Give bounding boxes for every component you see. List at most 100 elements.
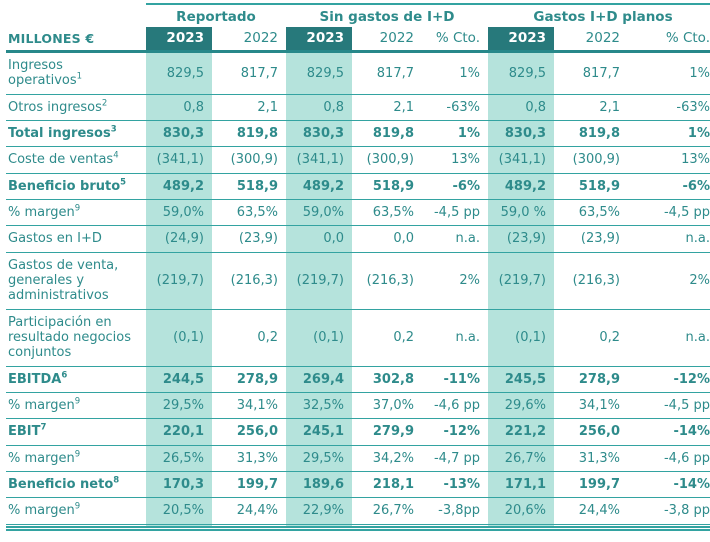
spacer-cell [488,524,554,529]
cell-sin-gastos-cto: 13% [451,152,480,168]
cell-planos-2023: 221,2 [488,418,554,446]
cell-reportado-2023: 489,2 [146,173,212,200]
cell-planos-2022: 63,5% [578,204,620,220]
cell-planos-2023: 20,6% [488,497,554,525]
row-label: % margen9 [8,449,81,466]
cell-planos-2022: (300,9) [572,152,620,168]
row-label: Total ingresos3 [8,124,117,141]
column-header-planos-2023: 2023 [488,27,554,53]
cell-reportado-2023: (24,9) [146,225,212,253]
cell-planos-2022: 31,3% [578,450,620,466]
cell-planos-2022: 819,8 [578,125,620,141]
cell-reportado-2022: 63,5% [236,204,278,220]
cell-sin-gastos-2023: 29,5% [286,445,352,472]
row-label: Otros ingresos2 [8,98,108,115]
table-row: Gastos en I+D (24,9) (23,9) 0,0 0,0 n.a. (23,9… [6,225,710,253]
group-header-row: Reportado Sin gastos de I+D Gastos I+D p… [6,3,710,27]
cell-sin-gastos-cto: -63% [446,99,480,115]
cell-planos-2023: 829,5 [488,51,554,95]
cell-planos-2022: 256,0 [578,424,620,440]
table-body: Ingresos operativos1 829,5 817,7 829,5 817,7… [6,51,710,529]
cell-sin-gastos-2022: 34,2% [372,450,414,466]
cell-planos-2023: 830,3 [488,120,554,147]
cell-sin-gastos-2022: 63,5% [372,204,414,220]
cell-reportado-2022: 2,1 [257,99,278,115]
cell-planos-cto: -4,6 pp [663,450,710,466]
cell-reportado-2023: 829,5 [146,51,212,95]
cell-planos-cto: n.a. [685,231,710,247]
cell-reportado-2022: 199,7 [236,476,278,492]
cell-sin-gastos-2022: 518,9 [372,178,414,194]
cell-sin-gastos-cto: 1% [457,125,480,141]
spacer-cell [146,524,212,529]
cell-planos-cto: -14% [673,424,710,440]
table-row: Otros ingresos2 0,8 2,1 0,8 2,1 -63% 0,8 2,1 -63… [6,94,710,121]
cell-sin-gastos-2023: 489,2 [286,173,352,200]
table-row: Ingresos operativos1 829,5 817,7 829,5 817,7… [6,51,710,95]
cell-reportado-2023: 0,8 [146,94,212,121]
cell-sin-gastos-2022: (300,9) [366,152,414,168]
cell-sin-gastos-cto: -6% [452,178,480,194]
table-row: Beneficio neto8 170,3 199,7 189,6 218,1 -13% 1… [6,471,710,498]
cell-planos-cto: -12% [673,371,710,387]
cell-planos-cto: n.a. [685,329,710,345]
cell-planos-cto: 1% [689,65,710,81]
cell-planos-cto: -3,8 pp [663,503,710,519]
cell-planos-2022: 0,2 [599,329,620,345]
cell-sin-gastos-cto: n.a. [455,329,480,345]
cell-reportado-2023: (219,7) [146,252,212,310]
cell-sin-gastos-2023: 0,8 [286,94,352,121]
cell-planos-2023: (0,1) [488,309,554,367]
cell-planos-2022: (23,9) [580,231,620,247]
row-label: % margen9 [8,501,81,519]
column-header-row: MILLONES € 2023 2022 2023 2022% Cto. 2023 202… [6,27,710,53]
cell-sin-gastos-2023: 830,3 [286,120,352,147]
spacer-cell [628,524,710,528]
cell-planos-2023: 59,0 % [488,199,554,226]
column-header-sin-gastos-2022: 2022 [352,27,422,53]
cell-planos-2022: 34,1% [578,397,620,413]
cell-sin-gastos-2023: 245,1 [286,418,352,446]
cell-reportado-2022: 817,7 [240,65,278,81]
row-label: Beneficio neto8 [8,475,120,492]
cell-reportado-2022: (216,3) [230,272,278,288]
table-row: % margen9 29,5% 34,1% 32,5% 37,0% -4,6 pp 29,6… [6,392,710,419]
cell-planos-cto: -63% [676,99,710,115]
cell-sin-gastos-cto: n.a. [455,231,480,247]
cell-reportado-2022: (300,9) [230,152,278,168]
cell-reportado-2023: 170,3 [146,471,212,498]
cell-planos-2022: 518,9 [578,178,620,194]
cell-reportado-2022: 518,9 [236,178,278,194]
cell-planos-2023: (341,1) [488,146,554,174]
cell-reportado-2022: 256,0 [236,424,278,440]
cell-sin-gastos-2023: 32,5% [286,392,352,419]
cell-planos-2023: 245,5 [488,366,554,393]
cell-reportado-2022: (23,9) [238,231,278,247]
financial-table: Reportado Sin gastos de I+D Gastos I+D p… [6,3,710,531]
cell-planos-2023: 29,6% [488,392,554,419]
column-header-sin-gastos-2023: 2023 [286,27,352,53]
row-label: EBIT7 [8,422,47,440]
spacer-cell [6,524,146,528]
table-row: % margen9 20,5% 24,4% 22,9% 26,7% -3,8pp 20,6%… [6,497,710,525]
cell-sin-gastos-cto: -13% [443,476,480,492]
cell-planos-cto: -4,5 pp [663,397,710,413]
cell-sin-gastos-cto: -12% [443,424,480,440]
spacer-cell [352,524,422,528]
cell-planos-cto: 1% [687,125,710,141]
cell-sin-gastos-cto: 2% [459,272,480,288]
cell-planos-2023: (219,7) [488,252,554,310]
cell-sin-gastos-2023: 59,0% [286,199,352,226]
cell-reportado-2022: 819,8 [236,125,278,141]
cell-planos-cto: -6% [682,178,710,194]
cell-planos-2022: 199,7 [578,476,620,492]
cell-sin-gastos-cto: -11% [443,371,480,387]
cell-reportado-2022: 0,2 [257,329,278,345]
row-label: Gastos de venta, generales y administrat… [8,257,119,304]
spacer-cell [212,524,286,528]
cell-reportado-2022: 278,9 [236,371,278,387]
table-row: Beneficio bruto5 489,2 518,9 489,2 518,9 -6% 4… [6,173,710,200]
cell-planos-2023: 489,2 [488,173,554,200]
cell-sin-gastos-2023: (0,1) [286,309,352,367]
cell-reportado-2022: 24,4% [236,503,278,519]
